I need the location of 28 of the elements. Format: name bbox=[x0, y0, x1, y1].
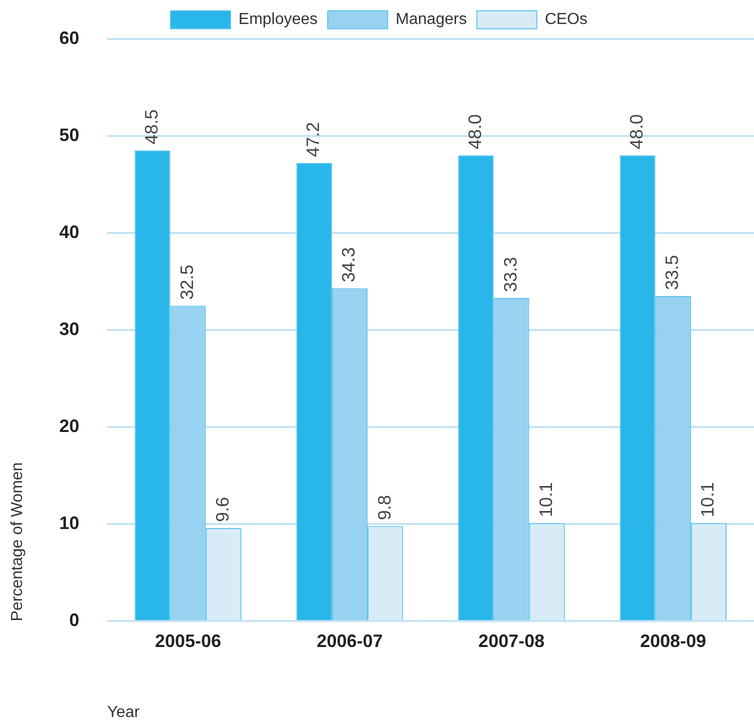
data-label: 9.8 bbox=[374, 495, 394, 520]
y-tick-label: 50 bbox=[59, 124, 80, 145]
data-label: 47.2 bbox=[303, 122, 324, 158]
data-label: 9.6 bbox=[212, 496, 233, 522]
x-axis-title: Year bbox=[107, 704, 140, 721]
y-axis-title: Percentage of Women bbox=[9, 462, 26, 622]
data-label: 48.5 bbox=[141, 109, 162, 144]
x-tick-label: 2006-07 bbox=[316, 630, 383, 651]
x-tick-label: 2007-08 bbox=[478, 630, 544, 651]
legend-label: Employees bbox=[238, 11, 318, 28]
data-label: 10.1 bbox=[536, 482, 556, 518]
legend-label: CEOs bbox=[544, 11, 588, 28]
y-tick-label: 60 bbox=[59, 28, 80, 48]
data-label: 48.0 bbox=[464, 114, 485, 150]
data-label: 33.3 bbox=[500, 256, 520, 292]
data-label: 34.3 bbox=[338, 247, 359, 282]
x-tick-label: 2005-06 bbox=[155, 630, 222, 651]
x-tick-label: 2008-09 bbox=[640, 630, 706, 651]
y-tick-label: 40 bbox=[59, 222, 80, 242]
data-label: 48.0 bbox=[626, 114, 647, 150]
data-label: 33.5 bbox=[662, 254, 682, 290]
data-label: 32.5 bbox=[177, 264, 198, 300]
data-label: 10.1 bbox=[698, 482, 718, 518]
y-tick-label: 0 bbox=[69, 610, 80, 630]
y-tick-label: 20 bbox=[59, 416, 80, 436]
legend-label: Managers bbox=[396, 11, 467, 28]
y-tick-label: 10 bbox=[59, 513, 80, 534]
y-tick-label: 30 bbox=[59, 318, 80, 339]
